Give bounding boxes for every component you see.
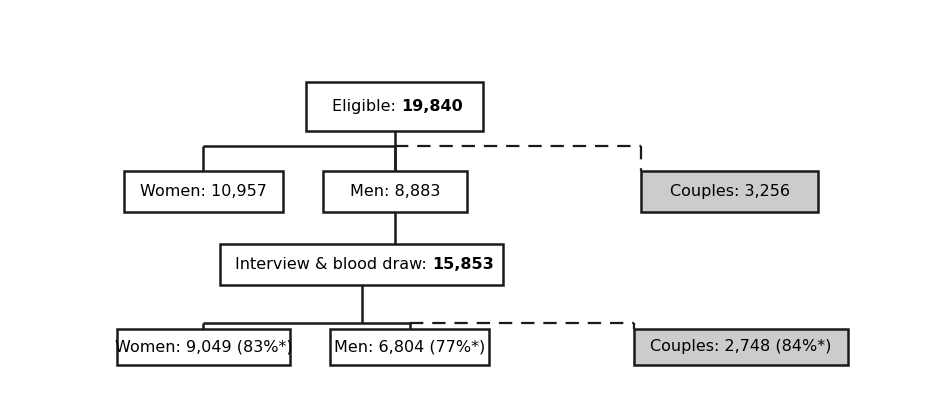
Text: Couples: 2,748 (84%*): Couples: 2,748 (84%*) — [650, 339, 831, 354]
FancyBboxPatch shape — [124, 171, 282, 212]
Text: Couples: 3,256: Couples: 3,256 — [670, 184, 789, 199]
Text: 19,840: 19,840 — [401, 99, 463, 114]
Text: Men: 6,804 (77%*): Men: 6,804 (77%*) — [334, 339, 485, 354]
FancyBboxPatch shape — [635, 329, 847, 365]
FancyBboxPatch shape — [323, 171, 466, 212]
FancyBboxPatch shape — [220, 244, 504, 285]
Text: Men: 8,883: Men: 8,883 — [350, 184, 440, 199]
Text: Interview & blood draw:: Interview & blood draw: — [236, 257, 432, 272]
FancyBboxPatch shape — [117, 329, 290, 365]
Text: Eligible:: Eligible: — [332, 99, 401, 114]
FancyBboxPatch shape — [641, 171, 818, 212]
FancyBboxPatch shape — [331, 329, 488, 365]
FancyBboxPatch shape — [307, 82, 484, 131]
Text: Women: 10,957: Women: 10,957 — [140, 184, 267, 199]
Text: 15,853: 15,853 — [432, 257, 494, 272]
Text: Women: 9,049 (83%*): Women: 9,049 (83%*) — [115, 339, 293, 354]
